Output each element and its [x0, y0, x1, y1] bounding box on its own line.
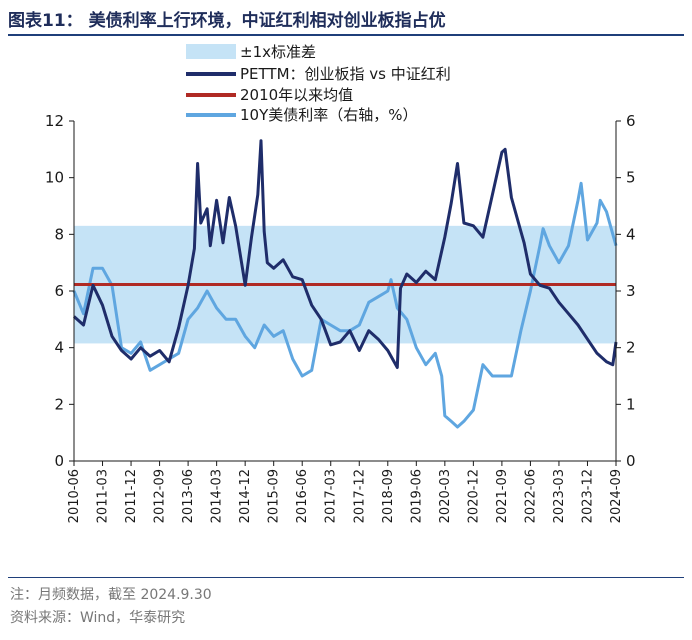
x-axis-tick-label: 2015-09 [267, 469, 282, 523]
x-axis-tick-label: 2020-03 [438, 469, 453, 523]
right-axis: 0 1 2 3 4 5 6 [615, 112, 636, 470]
source-note: 资料来源：Wind，华泰研究 [10, 610, 186, 626]
x-axis-tick-label: 2011-12 [124, 469, 139, 523]
x-axis-tick-label: 2011-03 [96, 469, 111, 523]
x-axis-tick-label: 2013-06 [181, 469, 196, 523]
x-axis-tick-label: 2021-09 [495, 469, 510, 523]
legend-band-label: ±1x标准差 [240, 43, 316, 61]
x-axis-tick-label: 2019-06 [409, 469, 424, 523]
left-axis-tick-label: 8 [54, 225, 64, 243]
left-axis-tick-label: 10 [45, 169, 64, 187]
legend-pe-label: PETTM：创业板指 vs 中证红利 [240, 65, 451, 83]
right-axis-tick-label: 5 [626, 169, 636, 187]
footnote: 注：月频数据，截至 2024.9.30 [10, 587, 212, 603]
x-axis-tick-label: 2017-12 [352, 469, 367, 523]
right-axis-tick-label: 2 [626, 339, 636, 357]
plot-area [72, 139, 618, 429]
legend-mean-label: 2010年以来均值 [240, 86, 353, 104]
x-axis-tick-label: 2016-06 [295, 469, 310, 523]
pe-ratio-series-line [72, 139, 618, 369]
x-axis-tick-label: 2023-12 [580, 469, 595, 523]
left-axis-tick-label: 6 [54, 282, 64, 300]
x-axis-tick-label: 2023-03 [552, 469, 567, 523]
chart: ±1x标准差 PETTM：创业板指 vs 中证红利 2010年以来均值 10Y美… [45, 43, 636, 523]
right-axis-tick-label: 0 [626, 452, 636, 470]
x-axis-tick-label: 2020-12 [466, 469, 481, 523]
title-rule [8, 34, 684, 36]
yield-series-line [72, 181, 618, 429]
x-axis: 2010-06 2011-03 2011-12 2012-09 2013-06 2014-… [67, 460, 624, 523]
left-axis: 0 2 4 6 8 10 12 [45, 112, 75, 470]
left-axis-tick-label: 0 [54, 452, 64, 470]
left-axis-tick-label: 4 [54, 339, 64, 357]
legend-yield-label: 10Y美债利率（右轴，%） [240, 106, 418, 124]
left-axis-tick-label: 12 [45, 112, 64, 130]
x-axis-tick-label: 2014-12 [238, 469, 253, 523]
x-axis-tick-label: 2024-09 [609, 469, 624, 523]
right-axis-tick-label: 1 [626, 395, 636, 413]
x-axis-tick-label: 2022-06 [523, 469, 538, 523]
x-axis-tick-label: 2010-06 [67, 469, 82, 523]
legend: ±1x标准差 PETTM：创业板指 vs 中证红利 2010年以来均值 10Y美… [186, 43, 451, 124]
legend-band-swatch [186, 44, 236, 59]
x-axis-tick-label: 2014-03 [210, 469, 225, 523]
x-axis-tick-label: 2012-09 [153, 469, 168, 523]
footer-rule [8, 577, 684, 578]
left-axis-tick-label: 2 [54, 395, 64, 413]
right-axis-tick-label: 6 [626, 112, 636, 130]
x-axis-tick-label: 2018-09 [381, 469, 396, 523]
chart-title: 图表11： 美债利率上行环境，中证红利相对创业板指占优 [8, 11, 446, 31]
right-axis-tick-label: 4 [626, 225, 636, 243]
x-axis-tick-label: 2017-03 [324, 469, 339, 523]
right-axis-tick-label: 3 [626, 282, 636, 300]
